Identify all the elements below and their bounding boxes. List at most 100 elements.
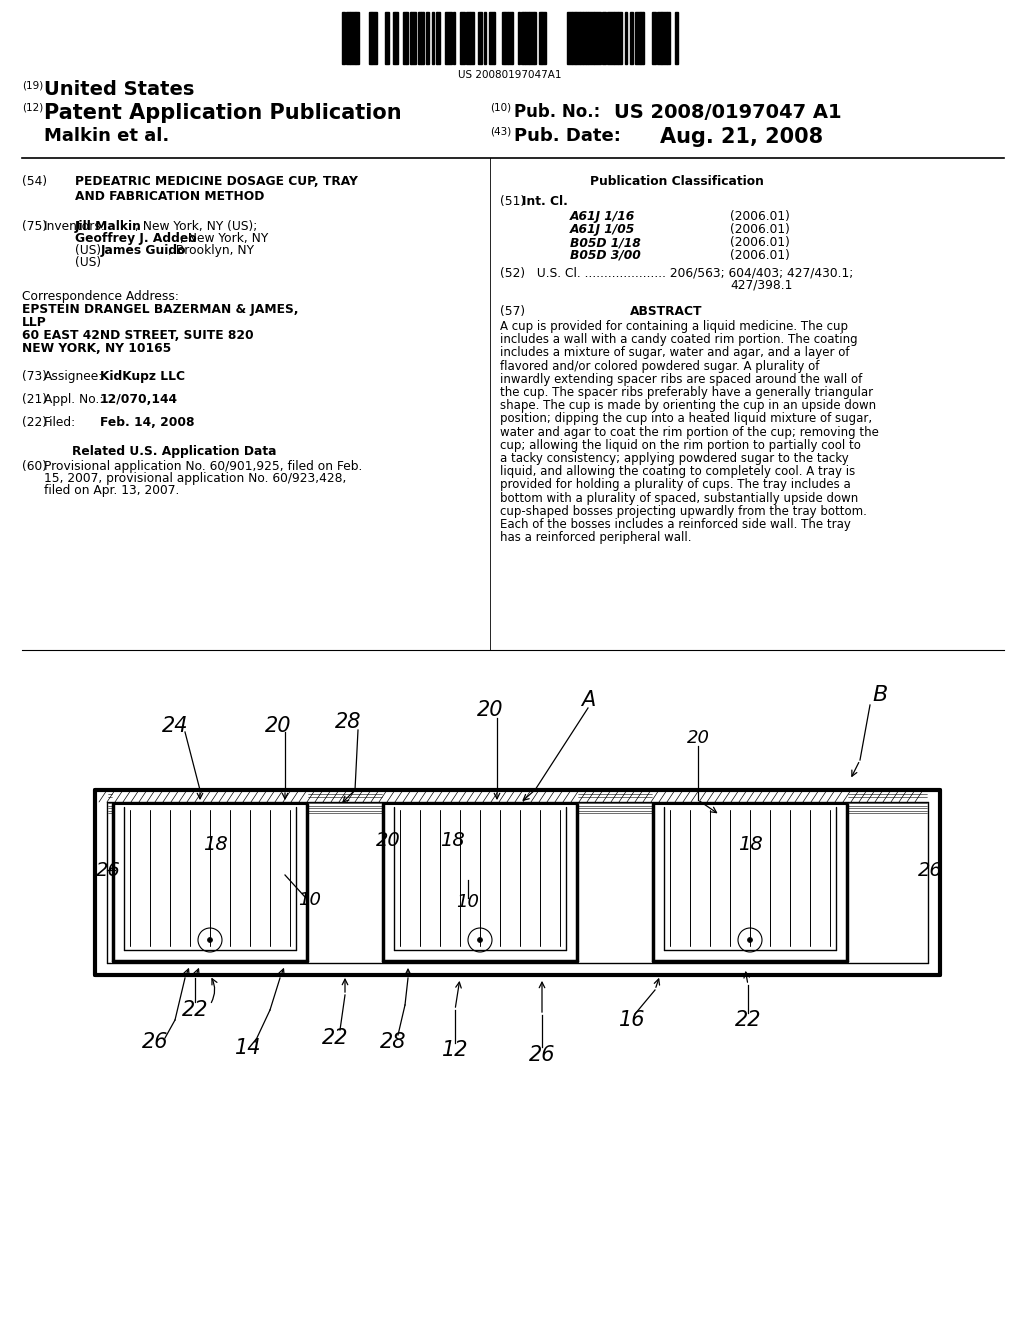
Text: water and agar to coat the rim portion of the cup; removing the: water and agar to coat the rim portion o… — [500, 425, 879, 438]
Text: 26: 26 — [528, 1045, 555, 1065]
Bar — [484, 12, 485, 63]
Bar — [371, 12, 373, 63]
Text: 16: 16 — [618, 1010, 645, 1030]
Text: cup; allowing the liquid on the rim portion to partially cool to: cup; allowing the liquid on the rim port… — [500, 438, 861, 451]
Text: , New York, NY: , New York, NY — [180, 232, 268, 246]
Bar — [373, 12, 377, 63]
Text: Malkin et al.: Malkin et al. — [44, 127, 169, 145]
Bar — [423, 12, 424, 63]
Bar — [541, 12, 543, 63]
Bar — [625, 12, 627, 63]
Text: Pub. Date:: Pub. Date: — [514, 127, 621, 145]
Bar — [588, 12, 594, 63]
Bar — [571, 12, 574, 63]
Text: the cup. The spacer ribs preferably have a generally triangular: the cup. The spacer ribs preferably have… — [500, 385, 873, 399]
Bar — [420, 12, 421, 63]
Bar — [410, 12, 412, 63]
Bar — [663, 12, 667, 63]
Text: inwardly extending spacer ribs are spaced around the wall of: inwardly extending spacer ribs are space… — [500, 372, 862, 385]
Bar — [640, 12, 641, 63]
Bar — [643, 12, 644, 63]
Bar — [494, 12, 496, 63]
Text: 22: 22 — [181, 1001, 208, 1020]
Text: Appl. No.:: Appl. No.: — [44, 393, 103, 407]
Bar — [466, 12, 470, 63]
Circle shape — [748, 937, 753, 942]
Text: 28: 28 — [335, 711, 361, 733]
Text: B: B — [872, 685, 888, 705]
Text: 18: 18 — [203, 836, 227, 854]
Text: ABSTRACT: ABSTRACT — [630, 305, 702, 318]
Text: Pub. No.:: Pub. No.: — [514, 103, 600, 121]
Text: Int. Cl.: Int. Cl. — [522, 195, 568, 209]
Text: (75): (75) — [22, 220, 47, 234]
Text: Assignee:: Assignee: — [44, 370, 103, 383]
Text: A cup is provided for containing a liquid medicine. The cup: A cup is provided for containing a liqui… — [500, 319, 848, 333]
Text: 26: 26 — [95, 861, 121, 879]
Text: A: A — [581, 690, 595, 710]
Text: (22): (22) — [22, 416, 47, 429]
Text: 427/398.1: 427/398.1 — [730, 279, 793, 292]
Bar — [618, 12, 622, 63]
Text: 18: 18 — [737, 836, 763, 854]
Text: Jill Malkin: Jill Malkin — [75, 220, 142, 234]
Text: Patent Application Publication: Patent Application Publication — [44, 103, 401, 123]
Bar — [460, 12, 465, 63]
Text: 20: 20 — [477, 700, 503, 719]
Text: United States: United States — [44, 81, 195, 99]
Bar — [535, 12, 536, 63]
Bar — [529, 12, 535, 63]
Text: (54): (54) — [22, 176, 47, 187]
Bar — [566, 12, 571, 63]
Text: 14: 14 — [234, 1038, 261, 1059]
Bar — [583, 12, 586, 63]
Bar — [630, 12, 633, 63]
Text: US 20080197047A1: US 20080197047A1 — [459, 70, 562, 81]
Text: 60 EAST 42ND STREET, SUITE 820: 60 EAST 42ND STREET, SUITE 820 — [22, 329, 254, 342]
Bar — [613, 12, 618, 63]
Bar — [577, 12, 580, 63]
Bar — [524, 12, 529, 63]
Bar — [488, 12, 494, 63]
Bar — [574, 12, 577, 63]
Text: Publication Classification: Publication Classification — [590, 176, 764, 187]
Text: KidKupz LLC: KidKupz LLC — [100, 370, 185, 383]
Text: 10: 10 — [457, 894, 479, 911]
Bar — [445, 12, 452, 63]
Text: 15, 2007, provisional application No. 60/923,428,: 15, 2007, provisional application No. 60… — [44, 473, 346, 484]
Bar — [477, 12, 482, 63]
Bar — [504, 12, 505, 63]
Bar — [635, 12, 640, 63]
Bar — [543, 12, 546, 63]
Bar — [356, 12, 359, 63]
Text: AND FABRICATION METHOD: AND FABRICATION METHOD — [75, 190, 264, 203]
Text: 20: 20 — [686, 729, 710, 747]
Text: A61J 1/05: A61J 1/05 — [570, 223, 635, 236]
Bar — [512, 12, 513, 63]
Text: 18: 18 — [439, 830, 464, 850]
Bar — [607, 12, 613, 63]
Text: (43): (43) — [490, 127, 511, 137]
Text: 20: 20 — [376, 830, 400, 850]
Text: has a reinforced peripheral wall.: has a reinforced peripheral wall. — [500, 531, 691, 544]
Bar — [393, 12, 395, 63]
Text: LLP: LLP — [22, 315, 47, 329]
Text: James Guido: James Guido — [101, 244, 186, 257]
Text: position; dipping the cup into a heated liquid mixture of sugar,: position; dipping the cup into a heated … — [500, 412, 872, 425]
Bar — [505, 12, 508, 63]
Circle shape — [208, 937, 213, 942]
Text: 26: 26 — [141, 1032, 168, 1052]
Text: 22: 22 — [735, 1010, 761, 1030]
Text: shape. The cup is made by orienting the cup in an upside down: shape. The cup is made by orienting the … — [500, 399, 877, 412]
Text: B05D 1/18: B05D 1/18 — [570, 236, 641, 249]
Bar — [407, 12, 408, 63]
Text: (21): (21) — [22, 393, 47, 407]
Text: (51): (51) — [500, 195, 525, 209]
Text: NEW YORK, NY 10165: NEW YORK, NY 10165 — [22, 342, 171, 355]
Text: (52)   U.S. Cl. ..................... 206/563; 604/403; 427/430.1;: (52) U.S. Cl. ..................... 206/… — [500, 267, 853, 279]
Text: 28: 28 — [380, 1032, 407, 1052]
Text: (2006.01): (2006.01) — [730, 223, 790, 236]
Text: flavored and/or colored powdered sugar. A plurality of: flavored and/or colored powdered sugar. … — [500, 359, 819, 372]
Bar — [657, 12, 660, 63]
Text: 20: 20 — [265, 715, 291, 737]
